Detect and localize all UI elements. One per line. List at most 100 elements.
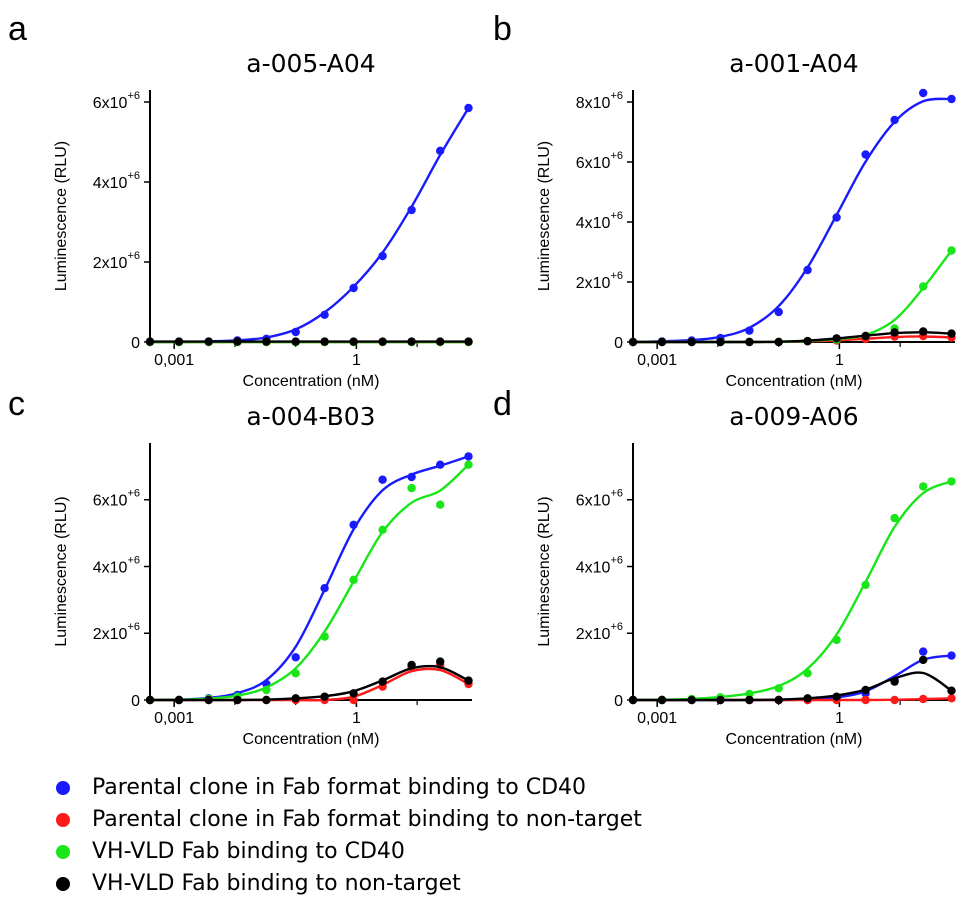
data-point — [291, 694, 300, 703]
panel-title: a-009-A06 — [729, 402, 858, 431]
legend-label: VH-VLD Fab binding to CD40 — [92, 839, 405, 864]
data-point — [436, 146, 445, 155]
series-fit-line — [150, 664, 470, 702]
data-point — [947, 477, 956, 486]
data-point — [890, 328, 899, 337]
legend-item: Parental clone in Fab format binding to … — [40, 804, 740, 836]
data-point — [687, 337, 696, 347]
data-point — [436, 657, 445, 666]
data-point — [947, 686, 956, 695]
y-tick-label: 4x10+6 — [576, 210, 623, 232]
data-point — [774, 695, 783, 705]
x-axis-label: Concentration (nM) — [726, 731, 863, 748]
data-point — [861, 331, 870, 341]
data-point — [890, 513, 899, 523]
data-point — [947, 94, 956, 104]
data-point — [716, 695, 725, 705]
chart-panel-a: a a-005-A04 0,001 1 0 2x10+6 4x10+6 6x10+6 Conce… — [8, 10, 473, 390]
data-point — [320, 310, 329, 319]
data-point — [919, 647, 928, 656]
x-axis-label: Concentration (nM) — [726, 373, 863, 390]
data-point — [745, 695, 754, 705]
data-point — [774, 684, 783, 693]
data-point — [464, 337, 473, 346]
data-point — [145, 695, 155, 705]
y-tick-label: 2x10+6 — [93, 250, 140, 272]
x-tick-label: 0,001 — [154, 710, 194, 727]
legend-marker-blue — [56, 781, 70, 795]
data-point — [204, 337, 213, 346]
y-tick-label: 2x10+6 — [93, 621, 140, 643]
data-point — [919, 482, 928, 491]
data-point — [378, 337, 387, 346]
data-point — [349, 689, 358, 698]
panel-letter: d — [493, 385, 512, 423]
panel-title: a-001-A04 — [729, 49, 858, 78]
data-point — [436, 460, 445, 469]
data-point — [803, 669, 812, 678]
data-point — [832, 635, 841, 645]
x-tick-label: 1 — [352, 352, 361, 369]
data-point — [291, 337, 300, 346]
data-point — [832, 213, 841, 222]
y-tick-label: 2x10+6 — [576, 270, 623, 292]
data-point — [407, 483, 416, 493]
y-tick-label: 6x10+6 — [576, 150, 623, 172]
data-point — [745, 326, 754, 335]
data-point — [919, 88, 928, 98]
series-fit-line — [149, 107, 470, 344]
legend-item: Parental clone in Fab format binding to … — [40, 772, 740, 804]
data-point — [378, 677, 387, 686]
data-point — [349, 337, 358, 346]
panel-title: a-004-B03 — [246, 402, 375, 431]
data-point — [407, 660, 416, 670]
series-fit-line — [632, 480, 952, 702]
y-tick-label: 0 — [131, 335, 140, 352]
x-tick-label: 0,001 — [637, 352, 677, 369]
series-fit-line — [633, 671, 953, 702]
y-tick-label: 4x10+6 — [93, 554, 140, 576]
data-point — [890, 695, 899, 705]
data-point — [436, 337, 445, 346]
data-point — [628, 695, 638, 705]
data-point — [657, 337, 667, 347]
x-axis-label: Concentration (nM) — [243, 373, 380, 390]
legend-item: VH-VLD Fab binding to CD40 — [40, 836, 740, 868]
data-point — [291, 327, 300, 337]
series-fit-line — [149, 463, 470, 702]
y-axis-label: Luminescence (RLU) — [536, 496, 553, 646]
data-point — [349, 283, 358, 293]
data-point — [919, 282, 928, 291]
y-tick-label: 2x10+6 — [576, 621, 623, 643]
data-point — [745, 337, 754, 347]
legend-item: VH-VLD Fab binding to non-target — [40, 868, 740, 900]
data-point — [687, 695, 696, 705]
legend: Parental clone in Fab format binding to … — [40, 772, 740, 900]
y-tick-label: 0 — [614, 693, 623, 710]
legend-label: Parental clone in Fab format binding to … — [92, 775, 587, 800]
data-point — [378, 251, 387, 261]
series-fit-line — [632, 97, 952, 344]
data-point — [890, 677, 899, 686]
legend-marker-black — [56, 877, 70, 891]
data-point — [464, 452, 473, 461]
data-point — [464, 460, 473, 469]
legend-label: Parental clone in Fab format binding to … — [92, 807, 642, 832]
data-point — [745, 689, 754, 699]
data-point — [262, 685, 271, 695]
series-fit-line — [150, 667, 470, 702]
chart-panel-b: b a-001-A04 0,001 1 0 2x10+6 4x10+6 6x10+6 8x10+… — [493, 10, 956, 390]
data-point — [262, 695, 271, 705]
data-point — [174, 337, 184, 346]
data-point — [803, 265, 812, 275]
data-point — [947, 246, 956, 255]
data-point — [803, 694, 812, 703]
y-tick-label: 6x10+6 — [93, 90, 140, 112]
x-tick-label: 0,001 — [637, 710, 677, 727]
data-point — [320, 337, 329, 346]
data-point — [947, 651, 956, 660]
legend-marker-green — [56, 845, 70, 859]
data-point — [262, 337, 271, 346]
y-tick-label: 6x10+6 — [576, 488, 623, 510]
